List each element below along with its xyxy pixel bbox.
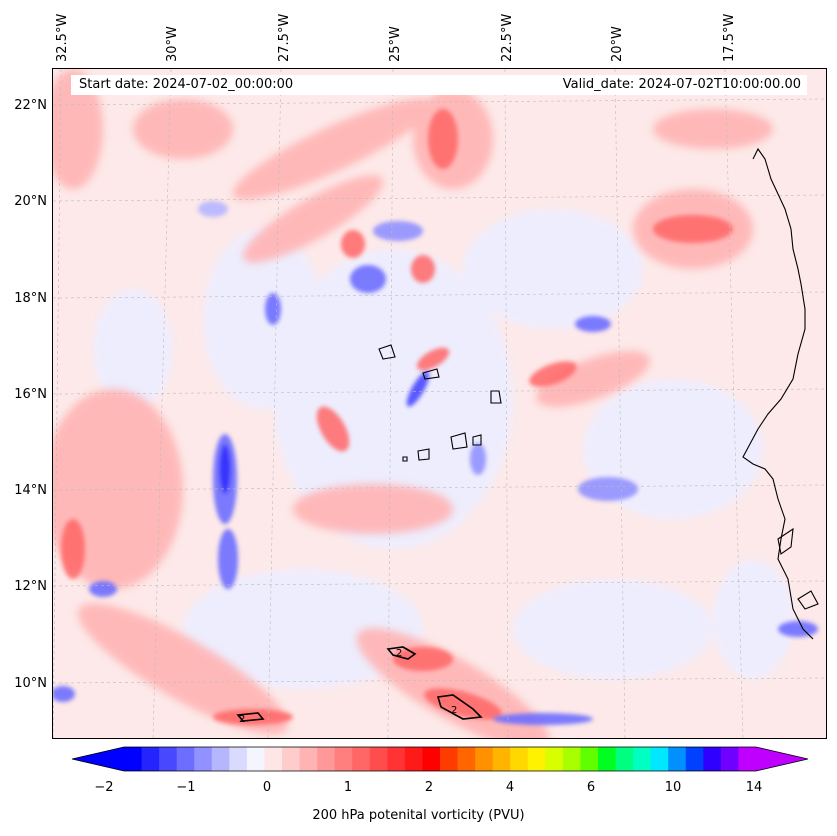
colorbar-tick-label: 10 bbox=[664, 780, 682, 795]
colorbar-tick-label: 2 bbox=[424, 780, 434, 795]
colorbar-segment bbox=[404, 747, 423, 771]
colorbar-segment bbox=[562, 747, 581, 771]
colorbar-segment bbox=[580, 747, 599, 771]
colorbar-segment bbox=[387, 747, 406, 771]
colorbar-segment bbox=[510, 747, 529, 771]
lon-label-27-5w: 27.5°W bbox=[277, 13, 292, 62]
colorbar-segment bbox=[475, 747, 494, 771]
colorbar-segment bbox=[264, 747, 283, 771]
colorbar-segment bbox=[720, 747, 739, 771]
colorbar-over-arrow bbox=[756, 747, 808, 771]
lat-label-22n: 22°N bbox=[14, 98, 47, 113]
colorbar-under-arrow bbox=[72, 747, 124, 771]
lat-label-20n: 20°N bbox=[14, 194, 47, 209]
colorbar-segment bbox=[598, 747, 617, 771]
colorbar-segment bbox=[141, 747, 160, 771]
lat-label-10n: 10°N bbox=[14, 676, 47, 691]
colorbar-segment bbox=[317, 747, 336, 771]
colorbar-segment bbox=[440, 747, 459, 771]
pv-blue-areas bbox=[53, 201, 818, 725]
graticule bbox=[53, 69, 826, 738]
colorbar-tick-label: −1 bbox=[176, 780, 196, 795]
colorbar-segment bbox=[703, 747, 722, 771]
coastline bbox=[742, 147, 819, 640]
lat-label-18n: 18°N bbox=[14, 291, 47, 306]
colorbar-tick-label: 14 bbox=[745, 780, 763, 795]
contour-label-2: 2 bbox=[451, 705, 457, 716]
colorbar-segment bbox=[545, 747, 564, 771]
colorbar-segment bbox=[633, 747, 652, 771]
contour-label-3: 2 bbox=[239, 714, 245, 725]
colorbar-segment bbox=[369, 747, 388, 771]
colorbar-segment bbox=[246, 747, 265, 771]
colorbar-segment bbox=[527, 747, 546, 771]
colorbar-segment bbox=[282, 747, 301, 771]
lon-label-17-5w: 17.5°W bbox=[722, 13, 737, 62]
map-frame: 2 2 2 bbox=[52, 68, 827, 739]
cape-verde-islands bbox=[378, 344, 502, 462]
lon-label-30w: 30°W bbox=[165, 26, 180, 62]
colorbar-segment bbox=[738, 747, 757, 771]
colorbar-segment bbox=[334, 747, 353, 771]
colorbar-segment bbox=[194, 747, 213, 771]
lon-label-32-5w: 32.5°W bbox=[55, 13, 70, 62]
colorbar-segment bbox=[352, 747, 371, 771]
colorbar-segment bbox=[211, 747, 230, 771]
colorbar-segment bbox=[229, 747, 248, 771]
colorbar-segment bbox=[159, 747, 178, 771]
colorbar-tick-label: 0 bbox=[262, 780, 272, 795]
colorbar-segment bbox=[685, 747, 704, 771]
colorbar-svg bbox=[71, 746, 809, 772]
lon-label-20w: 20°W bbox=[610, 26, 625, 62]
colorbar-segment bbox=[176, 747, 195, 771]
start-date-label: Start date: 2024-07-02_00:00:00 bbox=[79, 77, 294, 92]
pv-field-map: 2 2 2 bbox=[53, 69, 826, 738]
colorbar-segment bbox=[492, 747, 511, 771]
pv-pink-areas bbox=[53, 69, 773, 738]
lat-label-14n: 14°N bbox=[14, 483, 47, 498]
colorbar-segment bbox=[650, 747, 669, 771]
colorbar-segment bbox=[615, 747, 634, 771]
valid-date-label: Valid_date: 2024-07-02T10:00:00.00 bbox=[562, 77, 801, 92]
date-info-bar: Start date: 2024-07-02_00:00:00 Valid_da… bbox=[71, 75, 807, 95]
colorbar-segment bbox=[422, 747, 441, 771]
colorbar-tick-label: 1 bbox=[343, 780, 353, 795]
colorbar-segment bbox=[668, 747, 687, 771]
colorbar-segment bbox=[124, 747, 143, 771]
colorbar-label: 200 hPa potenital vorticity (PVU) bbox=[312, 808, 525, 823]
colorbar-tick-label: 6 bbox=[586, 780, 596, 795]
pv-2-contours bbox=[236, 646, 483, 722]
lat-label-16n: 16°N bbox=[14, 387, 47, 402]
colorbar-segment bbox=[299, 747, 318, 771]
lat-label-12n: 12°N bbox=[14, 579, 47, 594]
colorbar bbox=[70, 744, 810, 774]
pv-light-blue-areas bbox=[93, 209, 793, 689]
colorbar-tick-label: 4 bbox=[505, 780, 515, 795]
colorbar-outline bbox=[71, 746, 809, 772]
lon-label-22-5w: 22.5°W bbox=[500, 13, 515, 62]
lon-label-25w: 25°W bbox=[388, 26, 403, 62]
contour-label-1: 2 bbox=[396, 648, 402, 659]
colorbar-segment bbox=[457, 747, 476, 771]
pv-2-contour-labels: 2 2 2 bbox=[239, 648, 457, 725]
colorbar-tick-label: −2 bbox=[94, 780, 114, 795]
